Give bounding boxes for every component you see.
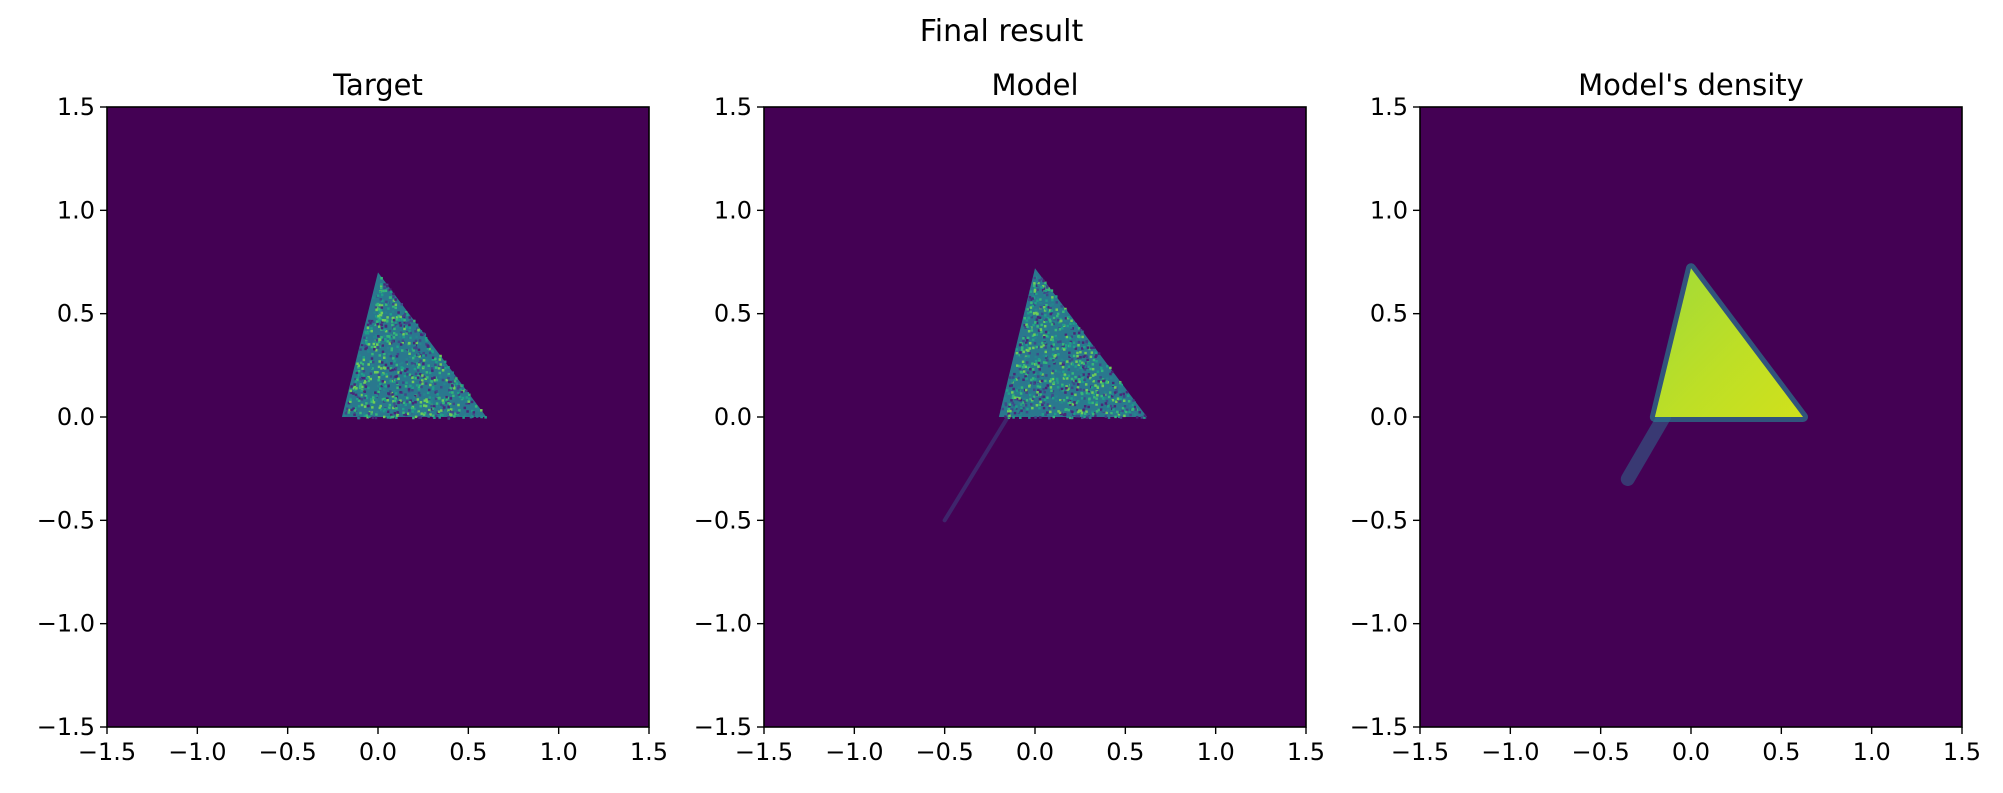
x-tick-label: 0.0 — [1016, 738, 1054, 766]
x-tick-label: 0.5 — [1106, 738, 1144, 766]
y-tick-label: 1.0 — [714, 196, 752, 224]
x-tick-label: 1.0 — [1197, 738, 1235, 766]
figure-title: Final result — [919, 14, 1084, 49]
x-tick-label: −1.0 — [1481, 738, 1539, 766]
chart-title-target: Target — [332, 68, 423, 102]
x-tick-label: −1.5 — [735, 738, 793, 766]
x-tick-label: 0.5 — [449, 738, 487, 766]
density-tail — [1620, 410, 1671, 486]
x-tick-label: 1.5 — [630, 738, 668, 766]
density-region — [1654, 268, 1804, 417]
x-tick-label: −1.0 — [168, 738, 226, 766]
sample-speckles — [343, 276, 487, 420]
y-tick-label: −1.5 — [1350, 713, 1408, 741]
x-tick-label: 1.5 — [1287, 738, 1325, 766]
heatmap-cells — [1620, 263, 1809, 486]
x-tick-label: 1.0 — [1853, 738, 1891, 766]
y-tick-label: 1.0 — [1370, 196, 1408, 224]
y-tick-label: −0.5 — [1350, 506, 1408, 534]
y-tick-label: 0.0 — [57, 403, 95, 431]
y-tick-label: 1.5 — [57, 93, 95, 121]
y-tick-label: −0.5 — [694, 506, 752, 534]
x-tick-label: −0.5 — [916, 738, 974, 766]
sample-speckles — [1001, 276, 1147, 420]
x-tick-label: 0.0 — [1672, 738, 1710, 766]
y-tick-label: −1.5 — [37, 713, 95, 741]
x-tick-label: 1.0 — [540, 738, 578, 766]
y-tick-label: 0.5 — [57, 300, 95, 328]
y-tick-label: 0.5 — [1370, 300, 1408, 328]
y-tick-label: 0.5 — [714, 300, 752, 328]
x-tick-label: 0.0 — [359, 738, 397, 766]
x-tick-label: −0.5 — [259, 738, 317, 766]
y-tick-label: 0.0 — [714, 403, 752, 431]
x-tick-label: 1.5 — [1943, 738, 1981, 766]
heatmap-cells — [341, 272, 487, 420]
y-tick-label: −1.0 — [37, 610, 95, 638]
x-tick-label: 0.5 — [1762, 738, 1800, 766]
y-tick-label: 1.5 — [714, 93, 752, 121]
chart-title-model: Model — [991, 68, 1078, 102]
y-tick-label: 1.0 — [57, 196, 95, 224]
heatmap-cells — [942, 268, 1148, 523]
y-tick-label: −1.5 — [694, 713, 752, 741]
y-tick-label: −1.0 — [694, 610, 752, 638]
y-tick-label: −1.0 — [1350, 610, 1408, 638]
x-tick-label: −1.5 — [1391, 738, 1449, 766]
y-tick-label: 1.5 — [1370, 93, 1408, 121]
x-tick-label: −0.5 — [1572, 738, 1630, 766]
y-tick-label: −0.5 — [37, 506, 95, 534]
density-tail — [942, 415, 1010, 523]
x-tick-label: −1.5 — [78, 738, 136, 766]
x-tick-label: −1.0 — [825, 738, 883, 766]
chart-title-model-density: Model's density — [1578, 68, 1804, 102]
y-tick-label: 0.0 — [1370, 403, 1408, 431]
